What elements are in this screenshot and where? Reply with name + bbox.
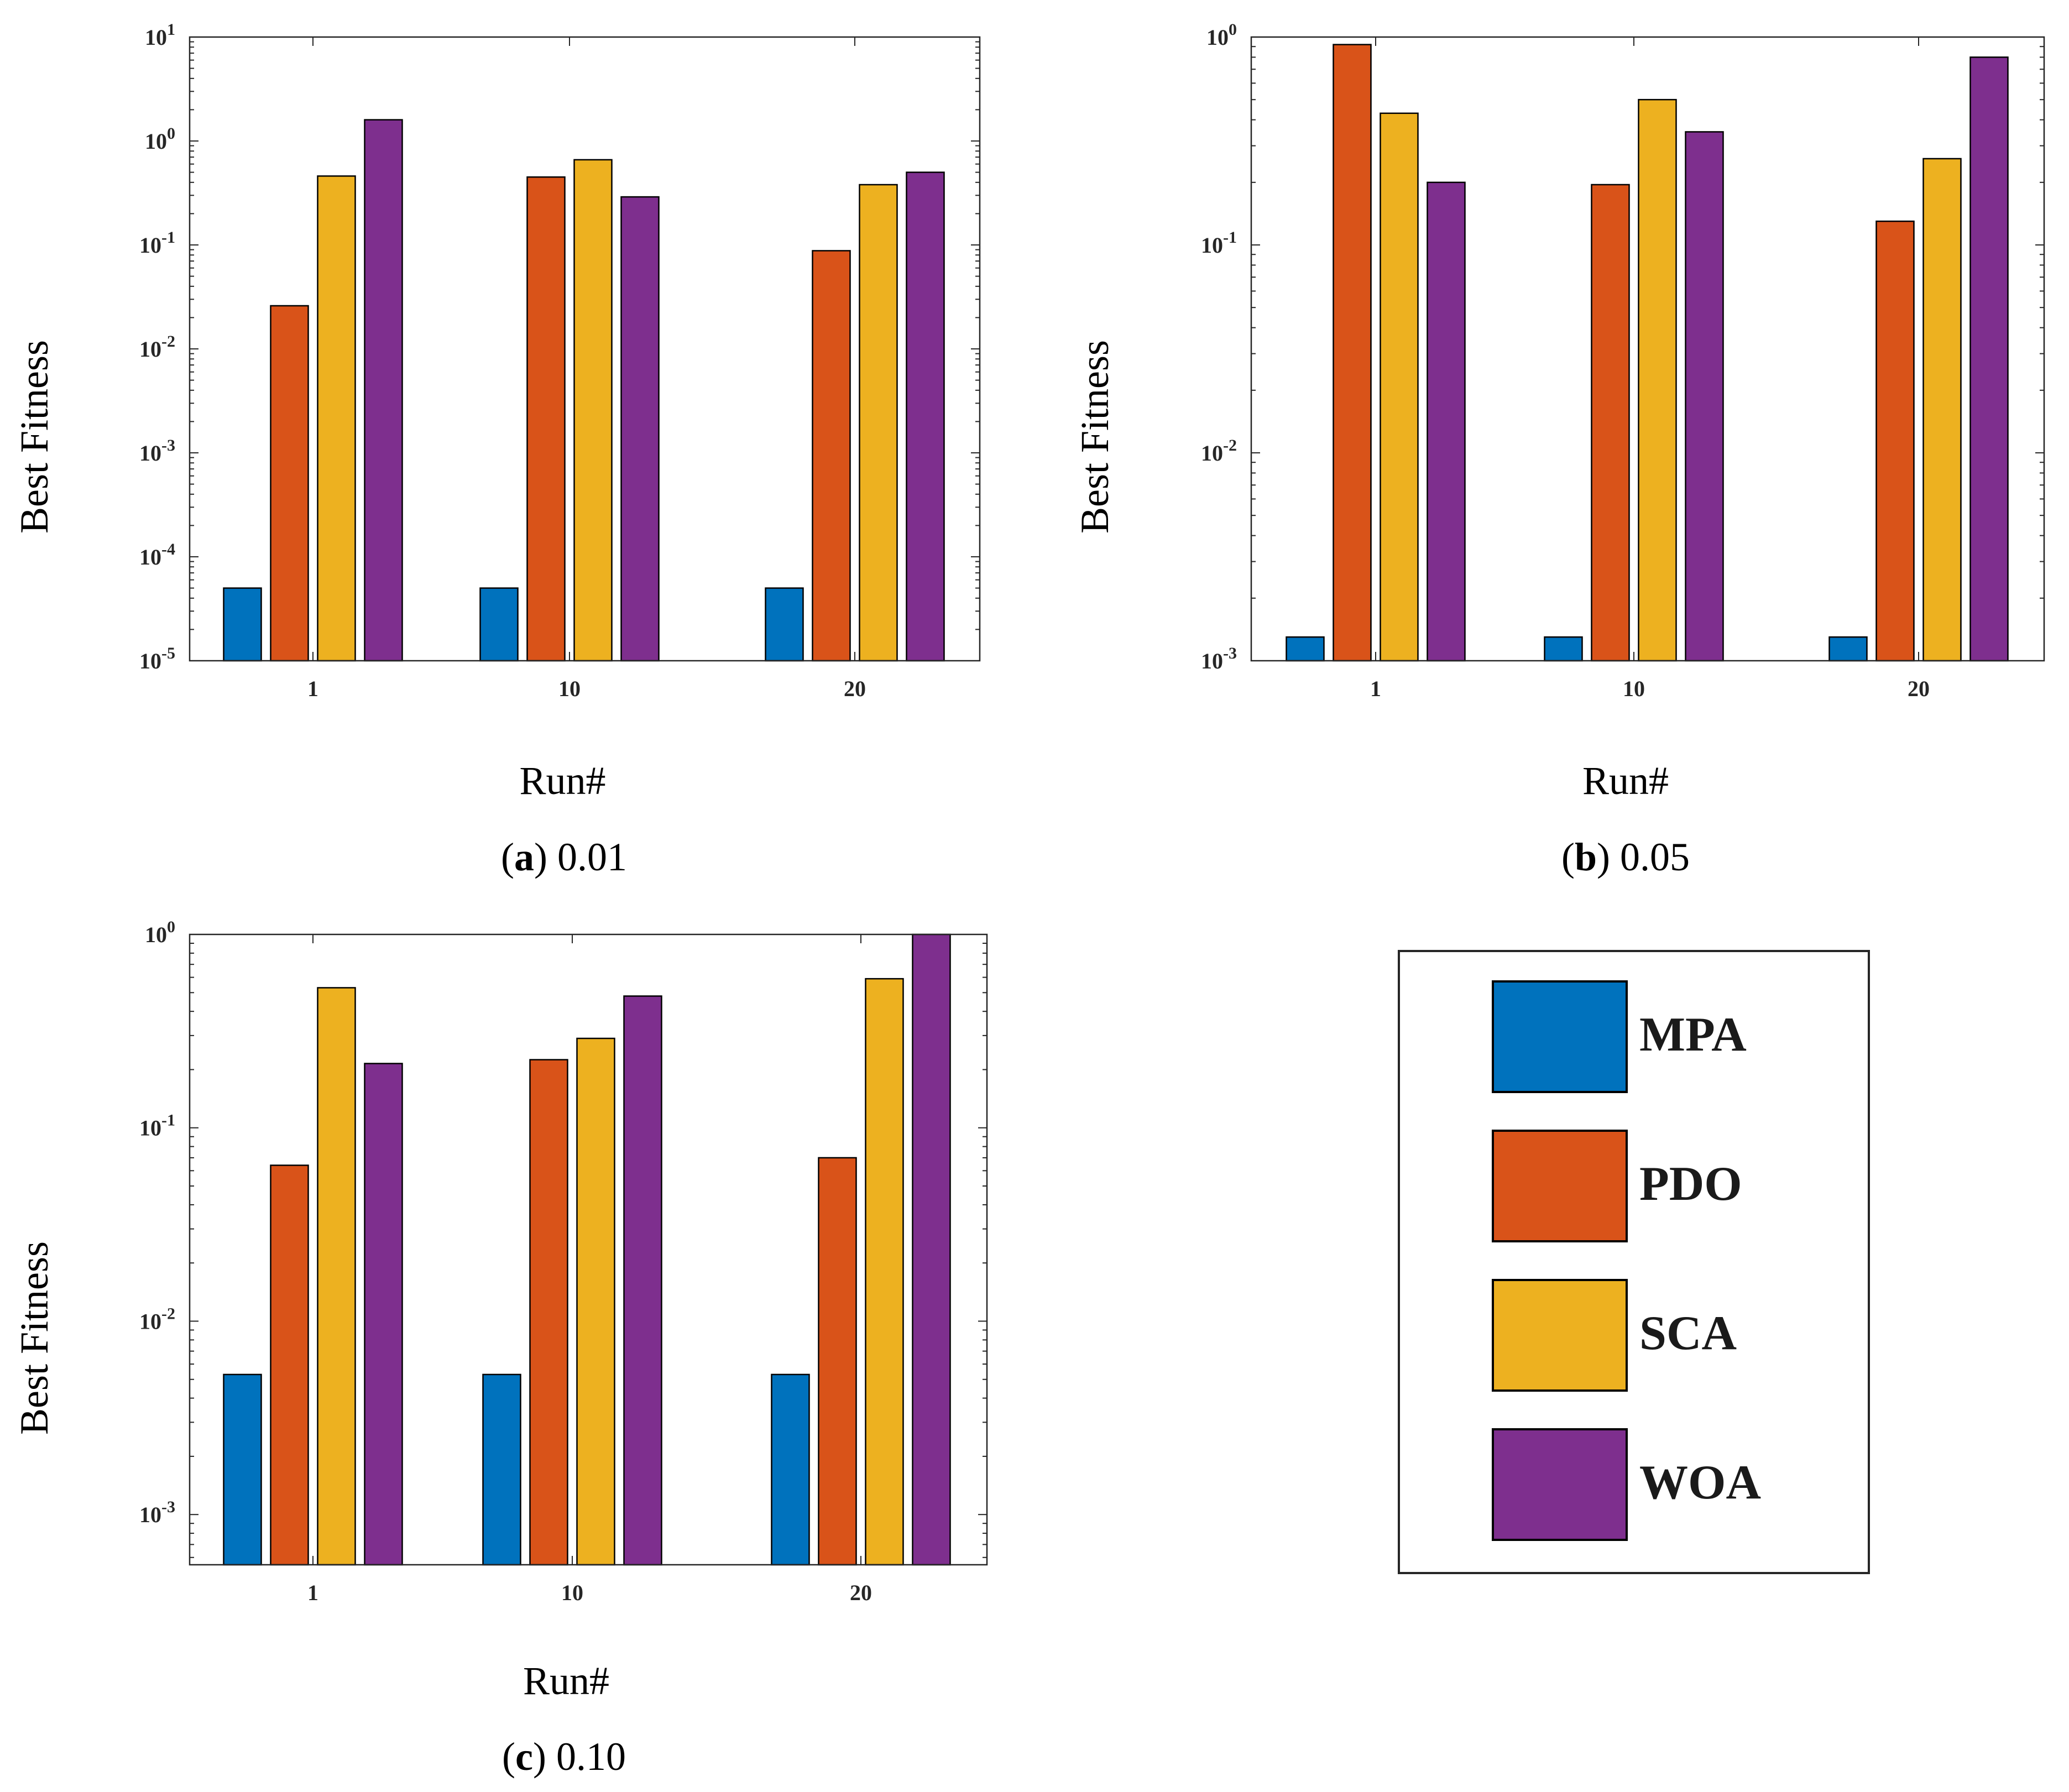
y-axis-label: Best Fitness — [1073, 340, 1117, 534]
bar-sca-run-10 — [576, 1037, 615, 1566]
legend: MPA PDO SCA WOA — [1398, 950, 1870, 1574]
y-tick-label: 10-5 — [139, 644, 175, 673]
y-tick-label: 10-3 — [1201, 644, 1237, 673]
legend-swatch-pdo — [1492, 1130, 1628, 1242]
bar-mpa-run-10 — [1544, 636, 1583, 662]
bar-mpa-run-20 — [771, 1373, 810, 1566]
x-axis-label: Run# — [1582, 759, 1669, 803]
bar-woa-run-10 — [620, 196, 660, 662]
y-tick-label: 10-4 — [139, 540, 175, 570]
y-tick-label: 10-2 — [139, 332, 175, 362]
legend-swatch-woa — [1492, 1428, 1628, 1541]
y-axis-label: Best Fitness — [12, 1241, 56, 1435]
bar-woa-run-1 — [364, 119, 403, 662]
bar-pdo-run-1 — [1333, 44, 1372, 662]
bar-woa-run-20 — [1969, 56, 2009, 662]
x-tick-label: 20 — [844, 676, 866, 701]
y-tick-label: 100 — [145, 918, 175, 947]
x-tick-label: 20 — [850, 1580, 872, 1605]
bar-woa-run-1 — [1427, 181, 1466, 662]
panel-caption: (c) 0.10 — [502, 1734, 626, 1779]
bar-sca-run-1 — [1380, 112, 1419, 662]
x-tick-label: 1 — [307, 1580, 318, 1605]
x-tick-label: 10 — [1623, 676, 1645, 701]
x-tick-label: 1 — [307, 676, 318, 701]
y-tick-label: 10-3 — [139, 436, 175, 466]
legend-swatch-mpa — [1492, 980, 1628, 1093]
legend-label-mpa: MPA — [1639, 1008, 1747, 1062]
y-tick-label: 100 — [145, 124, 175, 154]
bar-sca-run-1 — [317, 987, 356, 1566]
bar-pdo-run-20 — [818, 1157, 857, 1566]
legend-label-sca: SCA — [1639, 1307, 1737, 1360]
y-tick-label: 101 — [145, 20, 175, 50]
bar-sca-run-1 — [317, 175, 356, 662]
bar-mpa-run-20 — [1828, 636, 1868, 662]
bar-mpa-run-10 — [482, 1373, 521, 1566]
bar-sca-run-20 — [1922, 158, 1962, 662]
bar-mpa-run-1 — [223, 587, 262, 662]
panel-caption: (a) 0.01 — [501, 835, 627, 879]
x-tick-label: 1 — [1370, 676, 1381, 701]
y-tick-label: 10-3 — [139, 1498, 175, 1527]
bar-sca-run-10 — [573, 159, 613, 662]
bar-pdo-run-20 — [1875, 220, 1915, 662]
y-tick-label: 10-2 — [1201, 436, 1237, 466]
y-axis-label: Best Fitness — [12, 340, 56, 534]
y-tick-label: 10-2 — [139, 1304, 175, 1334]
bar-sca-run-20 — [865, 978, 904, 1566]
bar-woa-run-10 — [1685, 131, 1724, 662]
y-tick-label: 10-1 — [1201, 228, 1237, 258]
legend-swatch-sca — [1492, 1279, 1628, 1392]
bar-woa-run-1 — [364, 1063, 403, 1566]
bar-mpa-run-20 — [765, 587, 804, 662]
bar-pdo-run-1 — [270, 1164, 309, 1566]
x-tick-label: 10 — [558, 676, 581, 701]
y-tick-label: 100 — [1206, 20, 1237, 50]
y-tick-label: 10-1 — [139, 1111, 175, 1141]
bar-mpa-run-1 — [1286, 636, 1325, 662]
bar-sca-run-10 — [1638, 98, 1677, 662]
legend-box — [1398, 950, 1870, 1574]
bar-mpa-run-1 — [223, 1373, 262, 1566]
bar-pdo-run-20 — [812, 250, 851, 662]
bar-pdo-run-10 — [526, 176, 566, 662]
x-tick-label: 10 — [561, 1580, 583, 1605]
panel-caption: (b) 0.05 — [1561, 835, 1690, 879]
bar-pdo-run-1 — [270, 305, 309, 662]
legend-label-pdo: PDO — [1639, 1157, 1742, 1211]
chart-panel-b: 10-3 10-2 10-1 100 1 10 20 Run# Best Fitness (b) … — [1073, 20, 2045, 879]
legend-label-woa: WOA — [1639, 1456, 1761, 1509]
bar-sca-run-20 — [859, 184, 898, 662]
x-axis-label: Run# — [519, 759, 605, 803]
bar-mpa-run-10 — [479, 587, 519, 662]
bar-woa-run-20 — [906, 171, 945, 662]
y-tick-label: 10-1 — [139, 228, 175, 258]
plot-frame — [189, 933, 988, 1566]
chart-panel-a: 10-5 10-4 10-3 10-2 10-1 100 101 1 10 20 Run# Best … — [12, 20, 981, 879]
bar-pdo-run-10 — [529, 1059, 568, 1566]
bar-pdo-run-10 — [1591, 184, 1630, 662]
bar-woa-run-10 — [623, 995, 662, 1566]
bar-woa-run-20 — [912, 933, 951, 1566]
x-tick-label: 20 — [1908, 676, 1930, 701]
x-axis-label: Run# — [523, 1659, 609, 1703]
plot-frame — [1250, 36, 2045, 662]
chart-panel-c: 10-3 10-2 10-1 100 1 10 20 Run# Best Fitness (c) … — [12, 918, 988, 1779]
